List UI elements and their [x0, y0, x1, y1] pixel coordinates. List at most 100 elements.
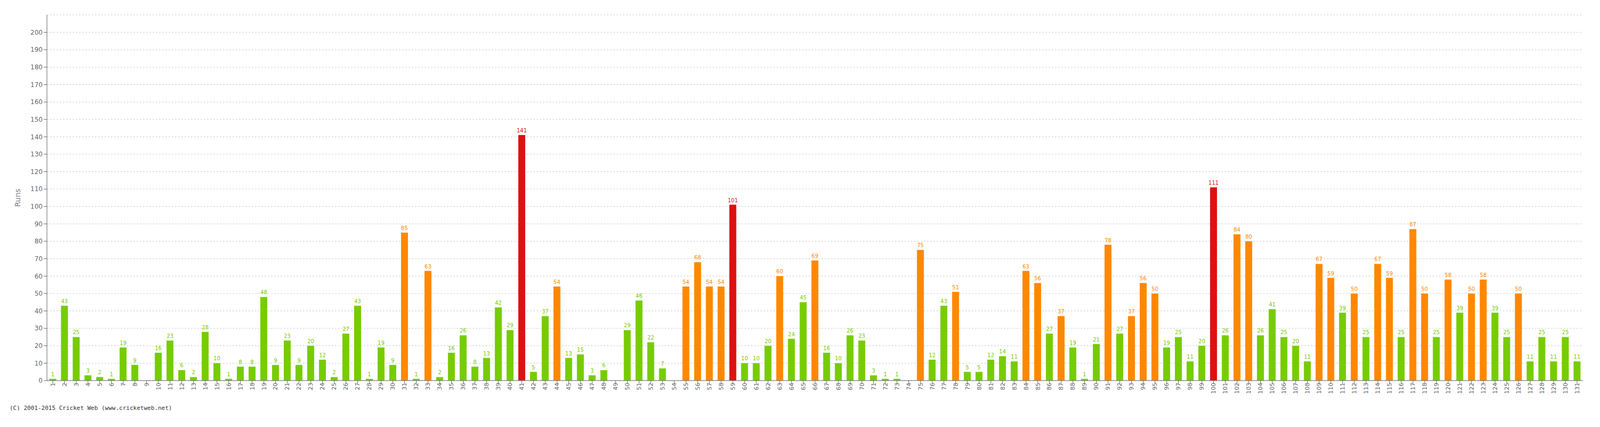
svg-text:124: 124 [1491, 382, 1499, 394]
svg-text:90: 90 [1092, 382, 1100, 390]
svg-text:13: 13 [483, 350, 491, 357]
svg-text:50: 50 [1151, 285, 1159, 292]
svg-text:45: 45 [800, 294, 807, 301]
svg-text:43: 43 [940, 298, 948, 304]
svg-text:80: 80 [976, 382, 983, 390]
svg-text:20: 20 [34, 341, 43, 350]
svg-text:190: 190 [30, 45, 43, 54]
svg-text:100: 100 [1210, 382, 1218, 394]
svg-text:38: 38 [483, 382, 491, 390]
svg-text:12: 12 [318, 352, 326, 358]
svg-text:84: 84 [1233, 226, 1241, 233]
svg-text:80: 80 [34, 237, 43, 245]
svg-text:7: 7 [660, 360, 664, 367]
svg-text:39: 39 [1491, 305, 1499, 311]
svg-text:84: 84 [1022, 382, 1030, 390]
svg-text:39: 39 [494, 382, 502, 390]
svg-text:8: 8 [131, 382, 139, 387]
svg-text:11: 11 [1304, 353, 1311, 360]
svg-text:3: 3 [86, 367, 90, 374]
svg-text:59: 59 [729, 382, 737, 390]
svg-text:43: 43 [541, 382, 549, 390]
svg-text:59: 59 [1386, 270, 1394, 277]
svg-text:20: 20 [1292, 338, 1300, 344]
svg-text:44: 44 [553, 382, 561, 390]
svg-text:78: 78 [952, 382, 960, 390]
svg-text:118: 118 [1421, 382, 1429, 394]
svg-text:102: 102 [1233, 382, 1241, 394]
svg-text:61: 61 [753, 382, 760, 390]
svg-text:1: 1 [367, 371, 371, 378]
svg-text:50: 50 [1350, 285, 1358, 292]
svg-text:119: 119 [1433, 382, 1440, 394]
svg-text:5: 5 [977, 364, 981, 371]
svg-text:128: 128 [1538, 382, 1546, 394]
svg-text:113: 113 [1362, 382, 1370, 394]
svg-text:60: 60 [34, 272, 43, 280]
svg-text:50: 50 [34, 289, 43, 298]
svg-text:16: 16 [448, 345, 455, 351]
svg-text:11: 11 [166, 382, 174, 390]
svg-text:8: 8 [473, 358, 477, 365]
svg-text:54: 54 [553, 278, 561, 285]
svg-text:34: 34 [436, 382, 444, 390]
svg-text:3: 3 [590, 367, 594, 374]
svg-text:56: 56 [1139, 275, 1147, 282]
svg-text:125: 125 [1503, 382, 1511, 394]
svg-text:46: 46 [635, 292, 643, 299]
svg-text:72: 72 [882, 382, 890, 390]
svg-text:37: 37 [471, 382, 479, 390]
svg-text:50: 50 [1468, 285, 1476, 292]
svg-text:25: 25 [1174, 329, 1182, 335]
svg-text:160: 160 [30, 98, 43, 106]
svg-text:91: 91 [1104, 382, 1112, 390]
svg-text:26: 26 [1221, 327, 1229, 334]
svg-text:101: 101 [1221, 382, 1229, 394]
svg-text:65: 65 [800, 382, 807, 390]
svg-text:170: 170 [30, 81, 43, 89]
svg-text:29: 29 [377, 382, 385, 390]
svg-text:87: 87 [1409, 221, 1417, 228]
svg-text:24: 24 [318, 382, 326, 390]
svg-text:66: 66 [811, 382, 819, 390]
svg-text:19: 19 [260, 382, 268, 390]
svg-text:69: 69 [846, 382, 854, 390]
svg-text:26: 26 [846, 327, 854, 334]
svg-text:123: 123 [1480, 382, 1487, 394]
svg-text:9: 9 [390, 357, 395, 364]
svg-text:60: 60 [741, 382, 749, 390]
svg-text:51: 51 [952, 284, 959, 291]
svg-text:109: 109 [1315, 382, 1323, 394]
svg-text:25: 25 [1280, 329, 1288, 335]
svg-text:9: 9 [297, 357, 301, 364]
svg-text:39: 39 [1456, 305, 1464, 311]
svg-text:94: 94 [1139, 382, 1147, 390]
svg-text:2: 2 [437, 369, 442, 375]
svg-text:50: 50 [624, 382, 631, 390]
svg-text:37: 37 [541, 308, 549, 315]
svg-text:130: 130 [1562, 382, 1570, 394]
svg-text:48: 48 [260, 289, 268, 295]
svg-text:25: 25 [330, 382, 338, 390]
svg-text:22: 22 [295, 382, 303, 390]
svg-text:180: 180 [30, 63, 43, 71]
svg-text:112: 112 [1350, 382, 1358, 394]
svg-text:67: 67 [1315, 256, 1323, 262]
svg-text:69: 69 [811, 252, 819, 259]
svg-text:43: 43 [354, 298, 362, 304]
svg-text:24: 24 [788, 331, 796, 338]
svg-text:43: 43 [61, 298, 69, 304]
svg-text:56: 56 [694, 382, 702, 390]
svg-text:58: 58 [1480, 272, 1487, 278]
svg-text:19: 19 [377, 339, 385, 346]
svg-text:1: 1 [226, 371, 230, 378]
svg-text:68: 68 [694, 254, 702, 261]
svg-text:85: 85 [401, 225, 408, 231]
svg-text:50: 50 [1515, 285, 1523, 292]
svg-text:54: 54 [682, 278, 690, 285]
svg-text:67: 67 [823, 382, 831, 390]
svg-text:8: 8 [238, 358, 242, 365]
svg-text:3: 3 [73, 382, 80, 387]
svg-text:77: 77 [940, 382, 948, 390]
svg-text:26: 26 [459, 327, 467, 334]
